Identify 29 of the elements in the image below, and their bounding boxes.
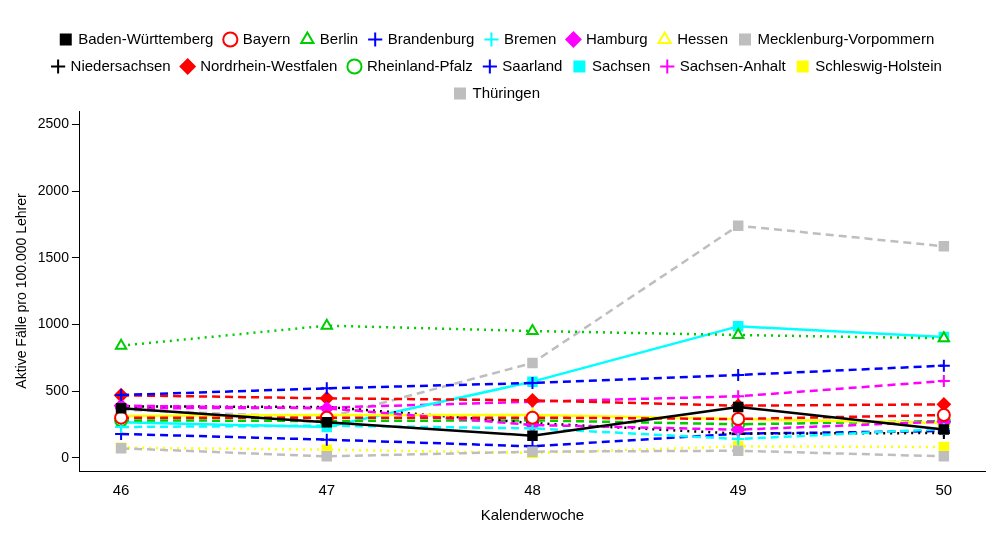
x-tick-label: 49 (729, 481, 747, 499)
y-tick-label: 2500 (37, 115, 70, 132)
legend-label: Mecklenburg-Vorpommern (757, 29, 935, 47)
legend-label: Sachsen (591, 56, 651, 74)
y-tick-label: 1000 (37, 315, 70, 332)
y-tick-label: 500 (45, 381, 70, 398)
legend-label: Brandenburg (387, 29, 475, 47)
legend-label: Baden-Württemberg (78, 29, 214, 47)
legend-label: Sachsen-Anhalt (679, 56, 787, 74)
x-tick-label: 47 (318, 481, 336, 499)
x-tick-label: 50 (935, 481, 953, 499)
y-tick-label: 1500 (37, 248, 70, 265)
x-tick-label: 48 (524, 481, 541, 499)
x-axis-title: Kalenderwoche (480, 506, 585, 524)
x-tick-label: 46 (112, 481, 130, 499)
y-axis-title: Aktive Fälle pro 100.000 Lehrer (13, 193, 30, 389)
legend-label: Hamburg (585, 29, 648, 47)
legend-label: Nordrhein-Westfalen (200, 56, 338, 74)
legend-label: Thüringen (472, 83, 541, 101)
legend-label: Saarland (502, 56, 563, 74)
legend-label: Bayern (242, 29, 291, 47)
y-tick-label: 0 (61, 448, 70, 465)
legend-label: Bremen (503, 29, 557, 47)
legend-label: Hessen (677, 29, 728, 47)
legend-label: Schleswig-Holstein (815, 56, 942, 74)
y-tick-label: 2000 (37, 181, 70, 198)
legend-label: Rheinland-Pfalz (366, 56, 473, 74)
legend-label: Niedersachsen (70, 56, 171, 74)
legend-label: Berlin (319, 29, 359, 47)
